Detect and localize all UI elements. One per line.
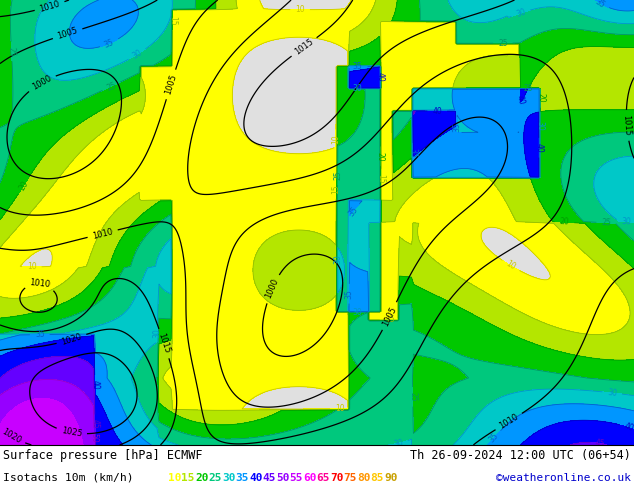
Text: 30: 30 <box>621 217 631 226</box>
Text: 65: 65 <box>316 473 330 483</box>
Text: 40: 40 <box>623 422 634 434</box>
Text: 45: 45 <box>595 438 606 449</box>
Text: 10: 10 <box>27 262 37 271</box>
Text: 35: 35 <box>453 122 462 132</box>
Text: 35: 35 <box>353 62 363 71</box>
Text: 75: 75 <box>344 473 357 483</box>
Text: 1025: 1025 <box>60 426 82 439</box>
Text: 45: 45 <box>262 473 276 483</box>
Text: 25: 25 <box>524 83 533 93</box>
Text: 1010: 1010 <box>498 412 520 431</box>
Text: 1015: 1015 <box>157 332 172 355</box>
Text: 40: 40 <box>375 73 384 82</box>
Text: 1005: 1005 <box>56 26 79 41</box>
Text: 30: 30 <box>392 438 404 449</box>
Text: 1000: 1000 <box>264 277 280 300</box>
Text: 30: 30 <box>515 7 527 19</box>
Text: 30: 30 <box>131 48 144 61</box>
Text: 15: 15 <box>181 473 195 483</box>
Text: 25: 25 <box>209 473 222 483</box>
Text: 1015: 1015 <box>621 115 632 136</box>
Text: 1010: 1010 <box>29 278 51 290</box>
Text: 15: 15 <box>377 174 385 183</box>
Text: 35: 35 <box>346 205 359 218</box>
Text: 90: 90 <box>384 473 398 483</box>
Text: 15: 15 <box>168 16 177 25</box>
Text: 35: 35 <box>344 289 354 299</box>
Text: 10: 10 <box>504 259 517 272</box>
Text: 30: 30 <box>222 473 235 483</box>
Text: 40: 40 <box>90 380 100 390</box>
Text: 35: 35 <box>35 330 45 339</box>
Text: 1000: 1000 <box>30 74 53 92</box>
Text: 55: 55 <box>290 473 303 483</box>
Text: 40: 40 <box>515 94 526 105</box>
Text: 35: 35 <box>593 0 607 10</box>
Text: 30: 30 <box>353 308 363 317</box>
Text: 35: 35 <box>235 473 249 483</box>
Text: 80: 80 <box>357 473 370 483</box>
Text: 1010: 1010 <box>38 0 61 14</box>
Text: 25: 25 <box>7 47 16 56</box>
Text: Th 26-09-2024 12:00 UTC (06+54): Th 26-09-2024 12:00 UTC (06+54) <box>410 449 631 462</box>
Text: 85: 85 <box>370 473 384 483</box>
Text: 20: 20 <box>536 93 545 103</box>
Text: ©weatheronline.co.uk: ©weatheronline.co.uk <box>496 473 631 483</box>
Text: 1020: 1020 <box>0 427 22 445</box>
Text: 15: 15 <box>385 316 394 324</box>
Text: 20: 20 <box>17 179 30 192</box>
Text: 25: 25 <box>601 218 611 227</box>
Text: 70: 70 <box>330 473 344 483</box>
Text: 35: 35 <box>103 37 115 49</box>
Text: 40: 40 <box>534 143 543 152</box>
Text: 40: 40 <box>249 473 262 483</box>
Text: 15: 15 <box>332 184 340 194</box>
Text: 60: 60 <box>303 473 316 483</box>
Text: 25: 25 <box>105 80 117 93</box>
Text: 25: 25 <box>498 39 508 48</box>
Text: 25: 25 <box>408 392 417 402</box>
Text: 20: 20 <box>376 151 385 161</box>
Text: 45: 45 <box>91 419 100 429</box>
Text: 20: 20 <box>195 473 209 483</box>
Text: 10: 10 <box>295 5 305 14</box>
Text: 1020: 1020 <box>60 332 83 346</box>
Text: 50: 50 <box>89 433 99 443</box>
Text: 35: 35 <box>488 431 501 445</box>
Text: 50: 50 <box>276 473 290 483</box>
Text: 1005: 1005 <box>164 73 178 96</box>
Text: 10: 10 <box>335 404 345 414</box>
Text: 25: 25 <box>333 171 342 180</box>
Text: 10: 10 <box>168 473 181 483</box>
Text: 30: 30 <box>535 121 544 130</box>
Text: 1010: 1010 <box>91 227 114 241</box>
Text: 1015: 1015 <box>293 37 315 57</box>
Text: Isotachs 10m (km/h): Isotachs 10m (km/h) <box>3 473 134 483</box>
Text: 35: 35 <box>408 148 417 158</box>
Text: 30: 30 <box>353 84 363 93</box>
Text: 30: 30 <box>333 254 342 264</box>
Text: 40: 40 <box>432 106 442 116</box>
Text: 10: 10 <box>332 134 340 144</box>
Text: 30: 30 <box>153 328 162 338</box>
Text: 1005: 1005 <box>381 305 398 327</box>
Text: Surface pressure [hPa] ECMWF: Surface pressure [hPa] ECMWF <box>3 449 202 462</box>
Text: 20: 20 <box>559 218 569 227</box>
Text: 30: 30 <box>607 388 618 398</box>
